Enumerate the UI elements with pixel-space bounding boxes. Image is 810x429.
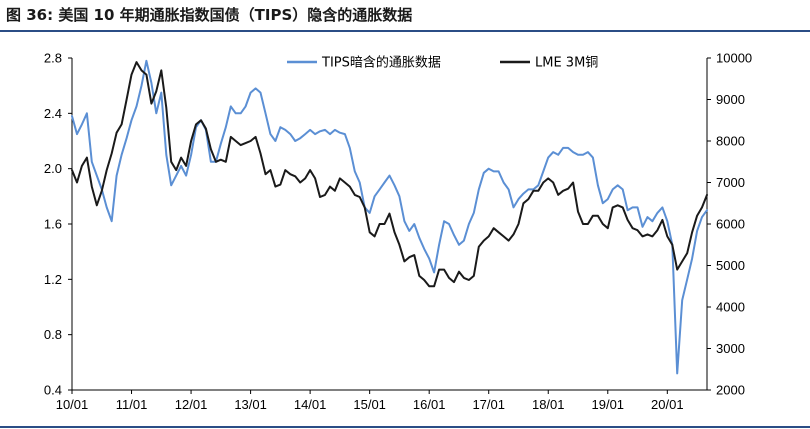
right-tick-label: 4000 <box>716 300 745 315</box>
x-tick-label: 14/01 <box>294 397 327 412</box>
title-rule <box>0 30 810 32</box>
x-tick-label: 13/01 <box>234 397 267 412</box>
axes: 0.4 0.8 1.2 1.6 2.0 2.4 2.8 2000 3000 4000 5000 600… <box>44 51 752 413</box>
x-tick-label: 11/01 <box>116 397 148 412</box>
x-tick-label: 10/01 <box>56 397 89 412</box>
right-tick-label: 9000 <box>716 92 745 107</box>
left-tick-label: 1.6 <box>44 217 62 232</box>
left-tick-label: 2.0 <box>44 161 62 176</box>
legend: TIPS暗含的通胀数据 LME 3M铜 <box>287 55 598 71</box>
chart-title: 图 36: 美国 10 年期通胀指数国债（TIPS）隐含的通胀数据 <box>6 6 413 24</box>
plot-area <box>71 59 708 375</box>
x-tick-label: 18/01 <box>532 397 565 412</box>
right-tick-label: 3000 <box>716 341 745 356</box>
series-line-lme-copper <box>71 61 708 288</box>
x-tick-label: 19/01 <box>592 397 625 412</box>
left-tick-label: 1.2 <box>44 272 62 287</box>
x-tick-label: 16/01 <box>413 397 446 412</box>
left-tick-label: 2.4 <box>44 106 62 121</box>
series-line-tips <box>71 59 708 375</box>
right-tick-label: 7000 <box>716 175 745 190</box>
right-tick-label: 5000 <box>716 258 745 273</box>
left-tick-label: 0.8 <box>44 327 62 342</box>
x-tick-label: 15/01 <box>353 397 386 412</box>
right-tick-label: 2000 <box>716 383 745 398</box>
right-tick-label: 10000 <box>716 51 752 66</box>
legend-label-tips: TIPS暗含的通胀数据 <box>321 55 441 71</box>
left-tick-label: 0.4 <box>44 383 62 398</box>
x-tick-label: 12/01 <box>175 397 208 412</box>
right-tick-label: 8000 <box>716 134 745 149</box>
legend-label-lme-copper: LME 3M铜 <box>535 56 598 71</box>
bottom-rule <box>0 426 810 428</box>
left-tick-label: 2.8 <box>44 51 62 66</box>
x-tick-label: 17/01 <box>472 397 505 412</box>
x-tick-label: 20/01 <box>651 397 684 412</box>
right-tick-label: 6000 <box>716 217 745 232</box>
